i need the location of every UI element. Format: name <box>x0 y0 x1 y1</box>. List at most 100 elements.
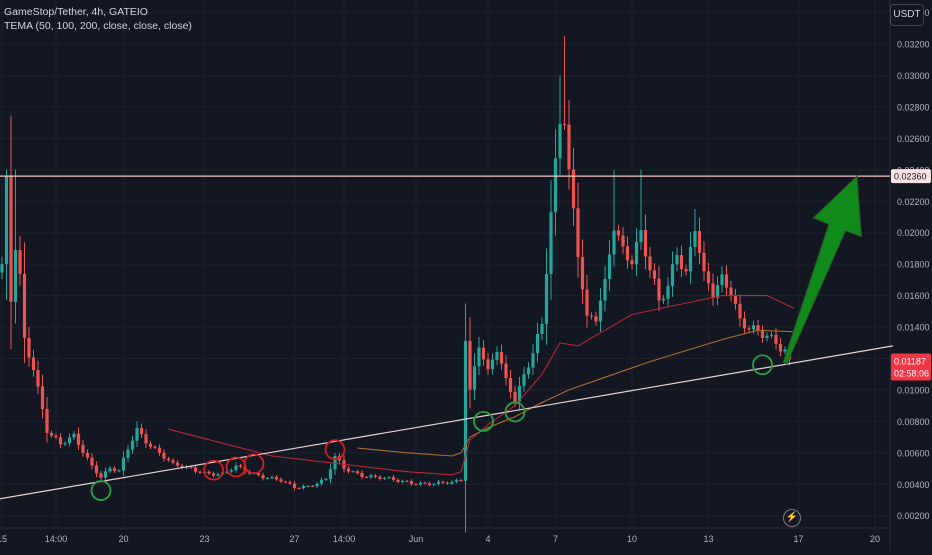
candle-body <box>409 481 414 485</box>
candle-body <box>657 278 661 301</box>
candle-body <box>414 484 418 486</box>
candle-body <box>288 482 292 484</box>
symbol-title[interactable]: GameStop/Tether, 4h, GATEIO <box>4 6 148 18</box>
candle-body <box>400 480 405 482</box>
candle-body <box>148 443 153 447</box>
candle-body <box>666 285 670 299</box>
candle-body <box>216 474 220 476</box>
candle-body <box>441 481 445 483</box>
candle-body <box>463 340 468 481</box>
candle-body <box>607 254 612 279</box>
bar-countdown-label: 02:58:06 <box>894 369 929 379</box>
candle-body <box>504 363 508 379</box>
candle-body <box>139 427 144 435</box>
y-tick-label: 0.00400 <box>897 480 930 490</box>
candle-body <box>486 359 490 370</box>
candle-body <box>675 255 679 265</box>
candle-body <box>351 471 355 473</box>
support-circle <box>473 410 494 432</box>
candle-body <box>207 471 211 474</box>
ascending-trendline <box>0 345 894 500</box>
candle-body <box>562 123 567 125</box>
candle-body <box>477 347 481 367</box>
candle-body <box>270 476 274 479</box>
y-tick-label: 0.01800 <box>897 260 930 270</box>
y-tick-label: 0.03000 <box>897 71 930 81</box>
candle-body <box>490 359 495 370</box>
candle-body <box>522 374 526 386</box>
candle-body <box>549 212 553 275</box>
candle-body <box>535 334 540 354</box>
candle-body <box>360 473 364 478</box>
candle-body <box>279 479 283 482</box>
candle-body <box>679 255 684 269</box>
candle-body <box>661 298 666 301</box>
candle-body <box>126 449 130 458</box>
x-tick-label: 20 <box>118 534 128 544</box>
candle-body <box>747 328 751 330</box>
candle-body <box>670 264 675 286</box>
candle-body <box>310 485 315 487</box>
tema-50-line <box>168 295 795 476</box>
candle-body <box>544 274 549 324</box>
candle-body <box>724 274 729 288</box>
resistance-price-label: 0.02360 <box>894 172 927 182</box>
candle-body <box>292 483 297 488</box>
candle-body <box>418 482 423 485</box>
bullish-arrow <box>782 175 863 365</box>
candle-body <box>49 432 54 436</box>
candle-body <box>67 437 72 444</box>
candle-body <box>756 325 760 332</box>
candle-body <box>103 471 108 478</box>
candle-body <box>31 357 36 371</box>
candle-body <box>445 482 450 484</box>
candle-body <box>427 483 432 486</box>
x-tick-label: Jun <box>409 534 424 544</box>
y-tick-label: 0.00800 <box>897 417 930 427</box>
candle-body <box>117 470 121 472</box>
candle-body <box>315 483 319 487</box>
candle-body <box>693 230 697 247</box>
candle-body <box>702 252 706 272</box>
candle-body <box>90 457 94 466</box>
candle-body <box>391 477 396 480</box>
candle-body <box>765 335 769 338</box>
candle-body <box>58 437 63 445</box>
currency-button[interactable]: USDT <box>890 4 924 26</box>
support-circle <box>90 480 112 501</box>
candle-body <box>198 471 202 473</box>
resistance-price-label-bg <box>891 169 931 184</box>
candle-body <box>157 447 162 453</box>
candle-body <box>40 386 45 410</box>
candle-body <box>558 123 562 159</box>
candle-body <box>346 468 351 472</box>
candle-body <box>729 287 733 296</box>
candle-body <box>450 481 454 484</box>
last-price-label-bg <box>891 353 931 381</box>
candle-body <box>274 476 279 480</box>
y-tick-label: 0.03200 <box>897 40 930 50</box>
candle-body <box>715 285 720 298</box>
candle-body <box>598 300 603 322</box>
lightning-icon[interactable]: ⚡ <box>783 509 801 527</box>
candle-body <box>648 256 652 271</box>
candle-body <box>265 478 270 480</box>
candle-body <box>13 250 18 302</box>
candle-body <box>684 268 688 272</box>
candle-body <box>382 477 387 479</box>
candle-body <box>639 230 643 242</box>
y-tick-label: 0.00200 <box>897 511 930 521</box>
candle-body <box>616 230 621 236</box>
candle-body <box>405 480 409 482</box>
candle-body <box>733 295 738 304</box>
rejection-circle <box>203 459 224 481</box>
candle-body <box>328 469 333 479</box>
candle-body <box>783 349 787 352</box>
indicator-label[interactable]: TEMA (50, 100, 200, close, close, close) <box>4 20 192 32</box>
y-tick-label: 0.02000 <box>897 228 930 238</box>
candle-body <box>22 273 27 338</box>
candle-body <box>769 334 774 336</box>
x-tick-label: 13 <box>703 534 713 544</box>
